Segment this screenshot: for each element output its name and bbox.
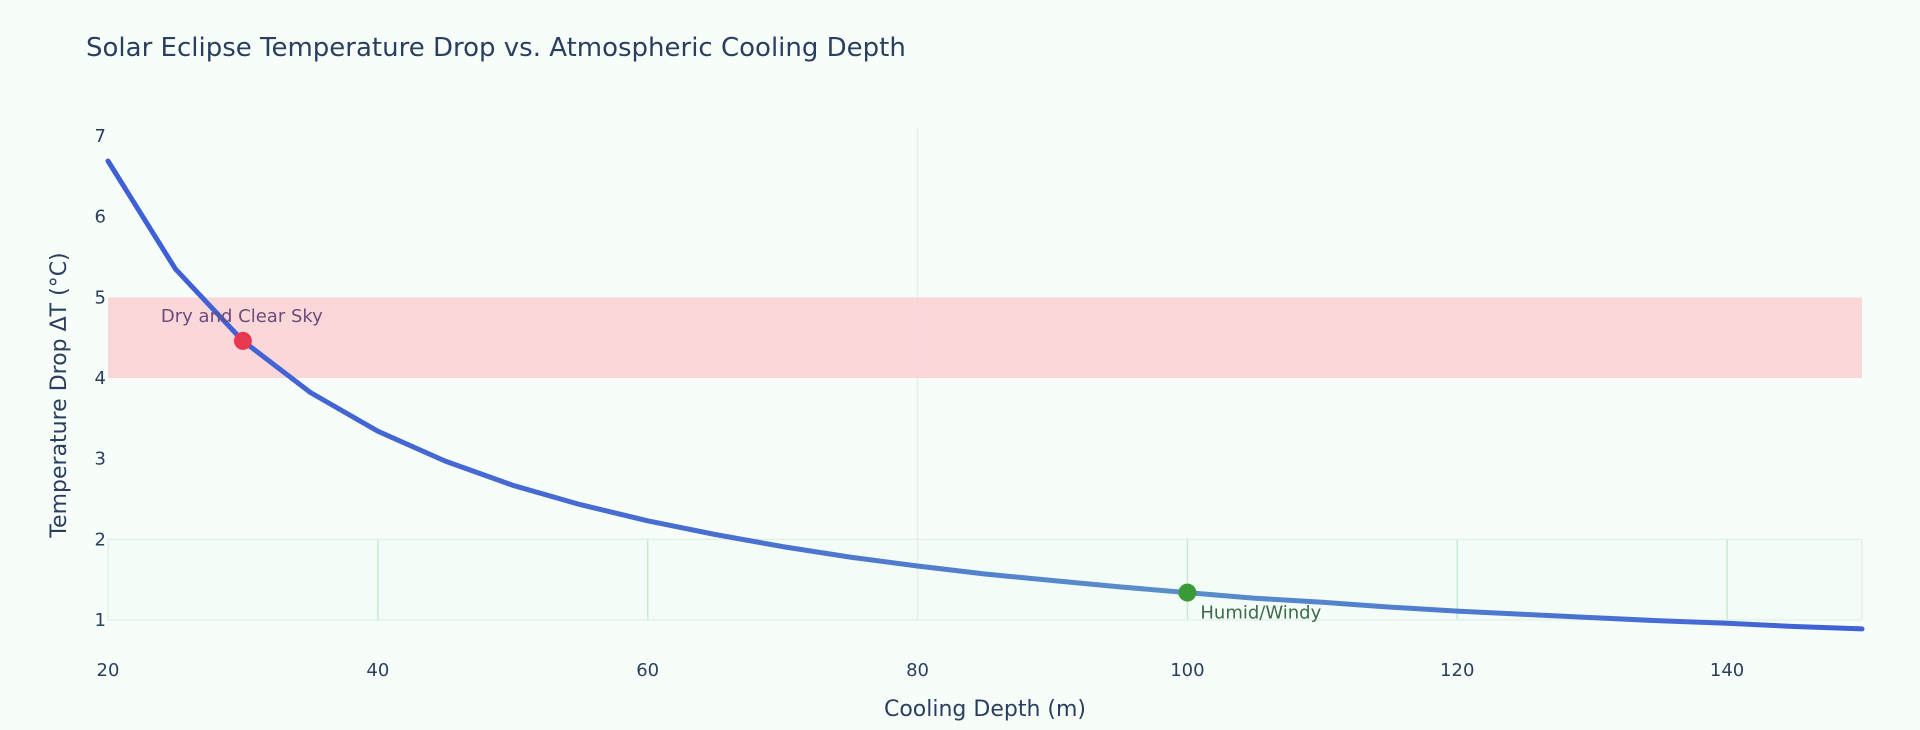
y-tick-label: 5: [95, 287, 106, 308]
x-tick-label: 120: [1440, 660, 1474, 681]
x-tick-label: 100: [1170, 660, 1204, 681]
x-tick-label: 20: [97, 660, 120, 681]
y-axis-ticks: 1 2 3 4 5 6 7: [95, 126, 106, 631]
x-tick-label: 60: [636, 660, 659, 681]
y-tick-label: 3: [95, 449, 106, 470]
x-axis-ticks: 20 40 60 80 100 120 140: [97, 660, 1745, 681]
y-tick-label: 2: [95, 529, 106, 550]
y-axis-title: Temperature Drop ΔT (°C): [47, 252, 72, 538]
x-axis-title: Cooling Depth (m): [884, 697, 1086, 722]
y-tick-label: 6: [95, 207, 106, 228]
marker-point: [233, 331, 252, 350]
marker-points: Dry and Clear Sky Humid/Windy: [161, 306, 1322, 624]
y-tick-label: 7: [95, 126, 106, 147]
x-tick-label: 40: [366, 660, 389, 681]
series-lines: [105, 158, 1865, 632]
chart-title: Solar Eclipse Temperature Drop vs. Atmos…: [86, 33, 906, 63]
x-tick-label: 80: [906, 660, 929, 681]
y-tick-label: 4: [95, 368, 106, 389]
band-rect: [108, 297, 1862, 378]
y-tick-label: 1: [95, 610, 106, 631]
marker-label: Dry and Clear Sky: [161, 306, 323, 327]
marker-point: [1178, 583, 1197, 602]
series-line: [105, 158, 1865, 632]
highlight-band: [108, 297, 1862, 378]
lower-grid-rect: [107, 538, 1863, 621]
marker-label: Humid/Windy: [1200, 603, 1321, 624]
lower-grid-box: [107, 538, 1863, 621]
x-tick-label: 140: [1710, 660, 1744, 681]
